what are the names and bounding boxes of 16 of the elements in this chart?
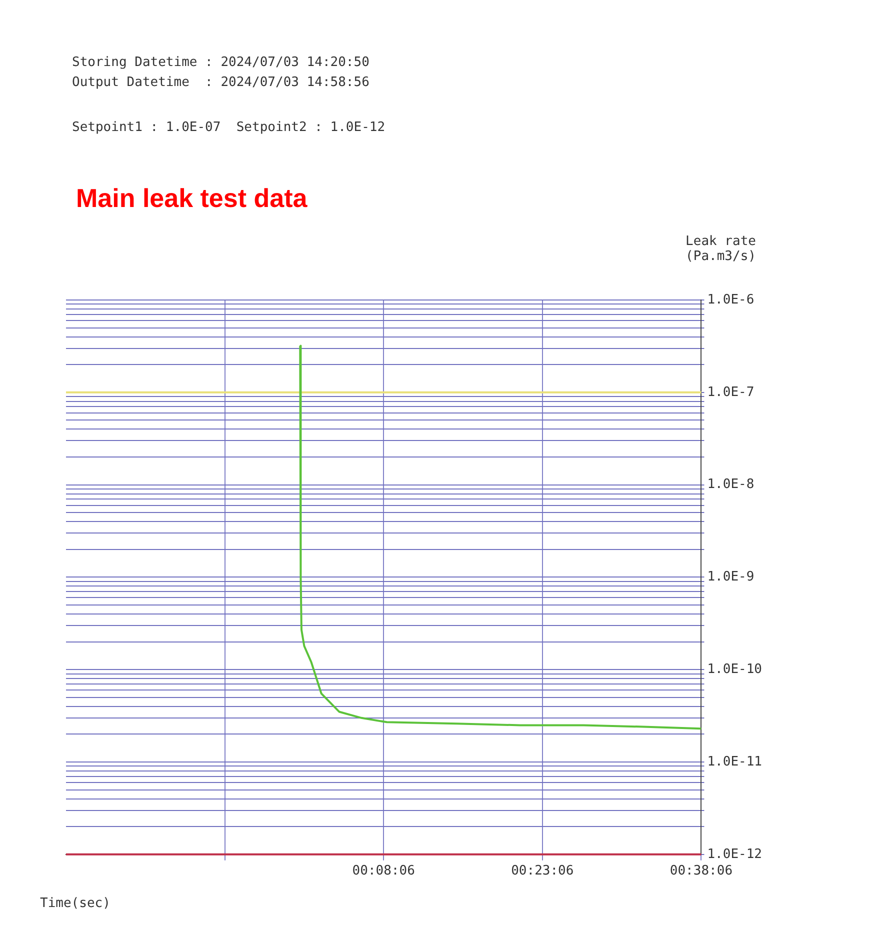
x-tick-label: 00:38:06 (670, 864, 733, 879)
text: Output Datetime : 2024/07/03 14:58:56 (72, 75, 370, 90)
y-tick-label: 1.0E-11 (707, 754, 762, 770)
y-tick-label: 1.0E-10 (707, 662, 762, 677)
y-tick-label: 1.0E-8 (707, 477, 754, 492)
y-tick-label: 1.0E-7 (707, 384, 754, 400)
y-axis-title: Leak rate (Pa.m3/s) (684, 234, 756, 264)
chart-title: Main leak test data (76, 183, 308, 214)
y-tick-label: 1.0E-9 (707, 570, 754, 585)
text: Storing Datetime : 2024/07/03 14:20:50 (72, 55, 370, 70)
y-tick-label: 1.0E-6 (707, 292, 754, 308)
x-axis-title: Time(sec) (40, 896, 110, 911)
y-tick-label: 1.0E-12 (707, 846, 762, 862)
x-tick-label: 00:08:06 (352, 864, 415, 879)
x-tick-label: 00:23:06 (511, 864, 574, 879)
text: Setpoint1 : 1.0E-07 Setpoint2 : 1.0E-12 (72, 120, 386, 135)
